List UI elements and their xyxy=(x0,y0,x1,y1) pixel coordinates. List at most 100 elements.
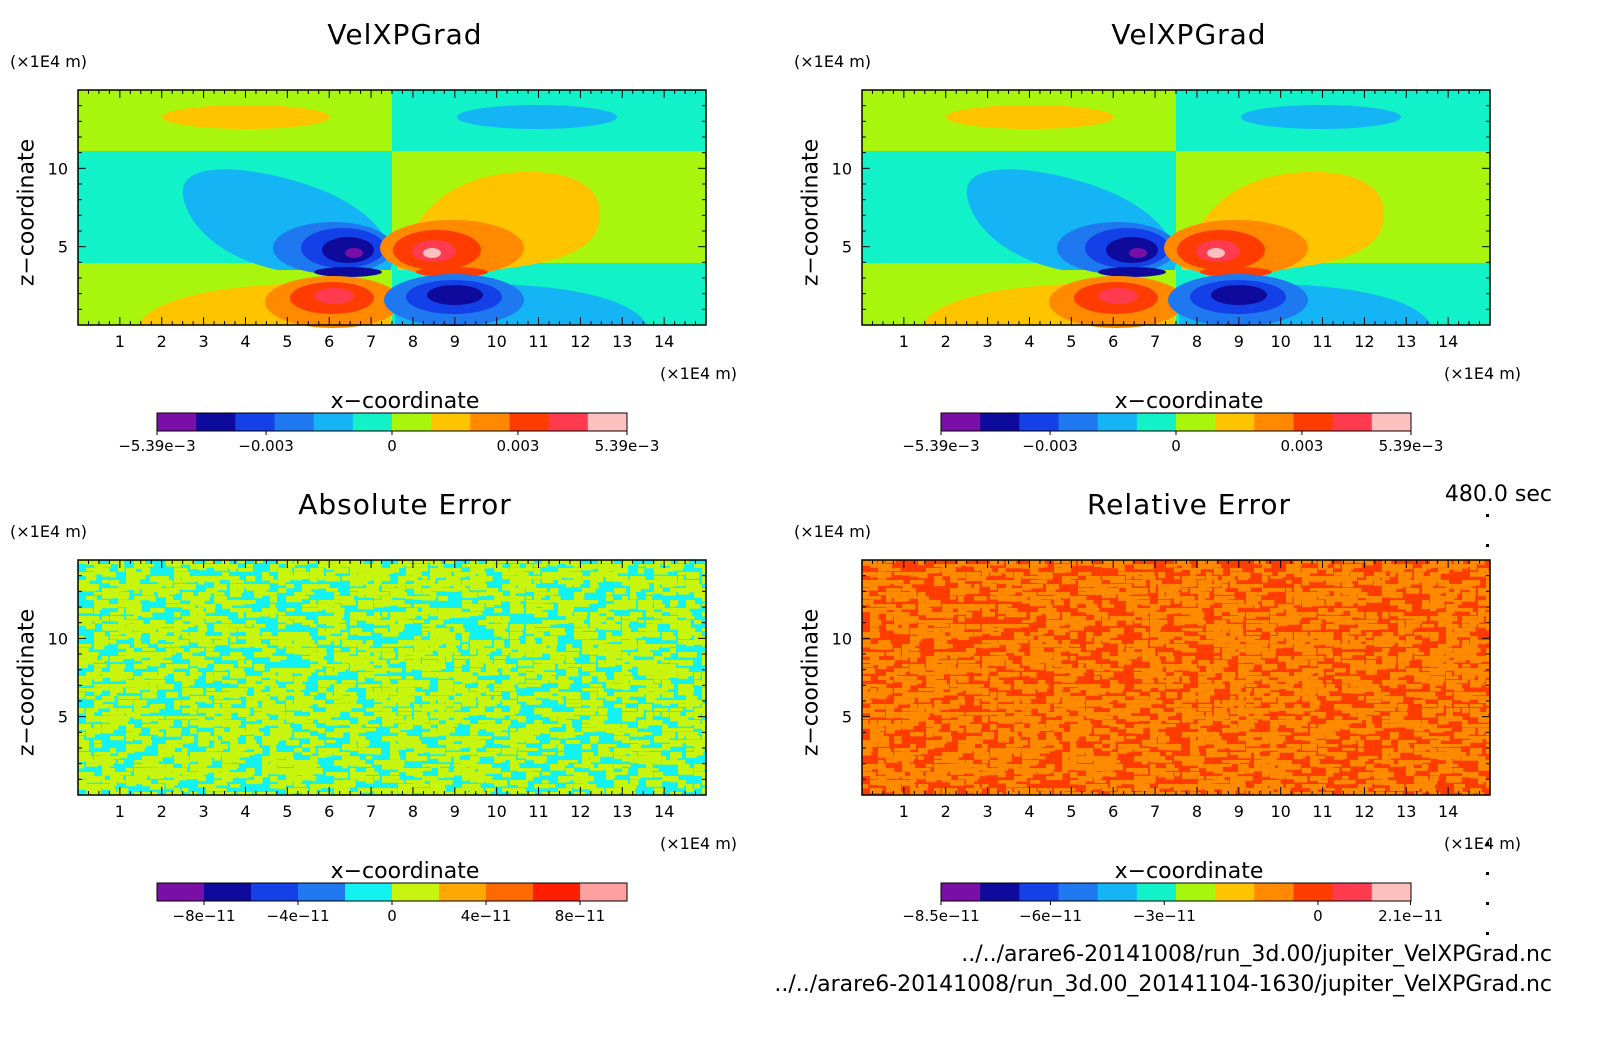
colorbar-swatch xyxy=(1058,413,1099,431)
colorbar-swatch xyxy=(1371,413,1412,431)
colorbar-swatch xyxy=(1176,883,1216,901)
x-tick-label: 4 xyxy=(240,802,250,821)
contour-region xyxy=(314,267,382,277)
colorbar-swatch xyxy=(1019,883,1059,901)
field-noise xyxy=(78,560,706,795)
x-unit: (×1E4 m) xyxy=(660,834,738,853)
colorbar-label: −4e−11 xyxy=(267,907,330,925)
colorbar-swatch xyxy=(941,883,981,901)
colorbar-swatch xyxy=(274,413,315,431)
chart-title: Relative Error xyxy=(1086,488,1292,521)
x-tick-label: 11 xyxy=(1312,332,1332,351)
x-tick-label: 13 xyxy=(1396,332,1416,351)
colorbar-label: 0.003 xyxy=(1280,437,1323,455)
x-tick-label: 6 xyxy=(1108,802,1118,821)
colorbar-swatch xyxy=(580,883,628,901)
colorbar-swatch xyxy=(1215,413,1255,431)
heatmap-field xyxy=(862,90,1490,328)
colorbar-swatch xyxy=(486,883,534,901)
colorbar-label: 0 xyxy=(387,907,397,925)
x-tick-label: 6 xyxy=(324,802,334,821)
x-tick-label: 2 xyxy=(157,332,167,351)
x-tick-label: 8 xyxy=(1192,802,1202,821)
y-tick-label: 5 xyxy=(842,708,852,727)
x-tick-label: 11 xyxy=(1312,802,1332,821)
colorbar: −8e−11 −4e−11 0 4e−11 8e−11 xyxy=(156,882,628,925)
colorbar-swatch xyxy=(980,413,1020,431)
y-tick-label: 5 xyxy=(58,238,68,257)
x-tick-label: 5 xyxy=(282,332,292,351)
colorbar-label: −5.39e−3 xyxy=(118,437,195,455)
colorbar-label: 8e−11 xyxy=(555,907,605,925)
colorbar-label: −6e−11 xyxy=(1019,907,1082,925)
x-tick-label: 2 xyxy=(941,332,951,351)
colorbar-label: 0 xyxy=(1313,907,1323,925)
marker-dot xyxy=(1486,544,1489,547)
marker-dot xyxy=(1486,872,1489,875)
y-tick-label: 5 xyxy=(58,708,68,727)
y-unit: (×1E4 m) xyxy=(10,522,88,541)
colorbar-swatch xyxy=(1215,883,1255,901)
colorbar-label: −8e−11 xyxy=(173,907,236,925)
x-tick-label: 7 xyxy=(1150,802,1160,821)
colorbar-frame xyxy=(940,882,1412,902)
contour-region xyxy=(1129,248,1147,258)
y-unit: (×1E4 m) xyxy=(794,52,872,71)
x-tick-label: 13 xyxy=(1396,802,1416,821)
colorbar-swatch xyxy=(204,883,252,901)
x-axis-label: x−coordinate xyxy=(1114,859,1264,884)
y-tick-label: 10 xyxy=(832,159,852,178)
x-tick-label: 14 xyxy=(1438,802,1458,821)
chart-title: Absolute Error xyxy=(298,488,512,521)
x-tick-label: 6 xyxy=(1108,332,1118,351)
x-tick-label: 14 xyxy=(1438,332,1458,351)
colorbar-swatch xyxy=(235,413,275,431)
contour-region xyxy=(423,248,441,258)
contour-region xyxy=(1211,285,1267,305)
colorbar-label: 5.39e−3 xyxy=(595,437,660,455)
x-tick-label: 10 xyxy=(486,332,506,351)
colorbar-label: −0.003 xyxy=(1022,437,1078,455)
x-tick-label: 11 xyxy=(528,332,548,351)
x-tick-label: 2 xyxy=(941,802,951,821)
colorbar-swatch xyxy=(1293,413,1334,431)
x-tick-label: 12 xyxy=(570,802,590,821)
panel-bottom-right: Relative Error (×1E4 m) z−coordinate (×1… xyxy=(784,470,1564,950)
x-tick-label: 8 xyxy=(1192,332,1202,351)
x-tick-label: 5 xyxy=(1066,802,1076,821)
colorbar-swatch xyxy=(157,883,205,901)
chart-title: VelXPGrad xyxy=(327,18,483,51)
colorbar-swatch xyxy=(1176,413,1216,431)
x-axis-label: x−coordinate xyxy=(1114,389,1264,414)
colorbar-swatch xyxy=(345,883,393,901)
file-path-2: ../../arare6-20141008/run_3d.00_20141104… xyxy=(774,972,1552,997)
colorbar-label: 0 xyxy=(387,437,397,455)
colorbar-swatch xyxy=(470,413,510,431)
x-tick-label: 1 xyxy=(899,802,909,821)
x-tick-label: 13 xyxy=(612,802,632,821)
x-tick-label: 4 xyxy=(1024,802,1034,821)
colorbar-swatch xyxy=(1136,413,1177,431)
x-tick-label: 10 xyxy=(486,802,506,821)
contour-region xyxy=(1098,288,1138,304)
field-noise xyxy=(862,560,1490,795)
colorbar-swatch xyxy=(1293,883,1334,901)
colorbar-label: 0.003 xyxy=(496,437,539,455)
marker-dot xyxy=(1486,902,1489,905)
colorbar-swatch xyxy=(980,883,1020,901)
x-tick-label: 3 xyxy=(983,332,993,351)
colorbar-label: −5.39e−3 xyxy=(902,437,979,455)
colorbar-label: 0 xyxy=(1171,437,1181,455)
colorbar-label: −0.003 xyxy=(238,437,294,455)
colorbar-swatch xyxy=(392,413,432,431)
y-tick-label: 10 xyxy=(48,629,68,648)
colorbar-swatch xyxy=(352,413,393,431)
colorbar-swatch xyxy=(548,413,589,431)
x-tick-label: 7 xyxy=(366,332,376,351)
colorbar-swatch xyxy=(941,413,981,431)
